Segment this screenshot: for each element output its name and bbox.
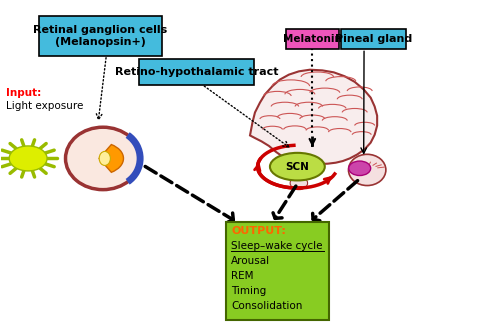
Text: Consolidation: Consolidation: [231, 301, 302, 311]
Text: Arousal: Arousal: [231, 256, 270, 266]
Ellipse shape: [270, 153, 325, 181]
FancyBboxPatch shape: [139, 59, 254, 85]
Text: Light exposure: Light exposure: [6, 101, 83, 111]
Circle shape: [348, 161, 370, 176]
Text: Retino-hypothalamic tract: Retino-hypothalamic tract: [114, 67, 278, 77]
Ellipse shape: [66, 127, 140, 190]
Polygon shape: [250, 70, 377, 164]
FancyBboxPatch shape: [340, 29, 406, 49]
FancyBboxPatch shape: [286, 29, 339, 49]
Text: Melatonin: Melatonin: [283, 34, 342, 44]
FancyBboxPatch shape: [226, 221, 329, 320]
Wedge shape: [99, 145, 124, 172]
Ellipse shape: [348, 154, 386, 185]
Text: Input:: Input:: [6, 88, 41, 98]
Ellipse shape: [290, 177, 308, 190]
Ellipse shape: [99, 151, 110, 165]
Text: Sleep–wake cycle: Sleep–wake cycle: [231, 241, 322, 251]
Text: Timing: Timing: [231, 286, 266, 296]
Text: REM: REM: [231, 271, 254, 281]
Text: SCN: SCN: [286, 162, 310, 172]
FancyBboxPatch shape: [39, 16, 162, 56]
Text: Pineal gland: Pineal gland: [335, 34, 412, 44]
Circle shape: [9, 146, 47, 171]
Text: OUTPUT:: OUTPUT:: [231, 226, 286, 237]
Text: Retinal ganglion cells
(Melanopsin+): Retinal ganglion cells (Melanopsin+): [34, 25, 168, 47]
